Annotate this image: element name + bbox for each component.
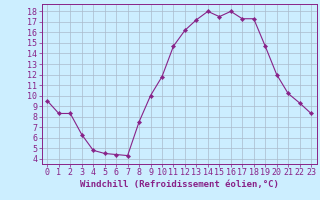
X-axis label: Windchill (Refroidissement éolien,°C): Windchill (Refroidissement éolien,°C): [80, 180, 279, 189]
